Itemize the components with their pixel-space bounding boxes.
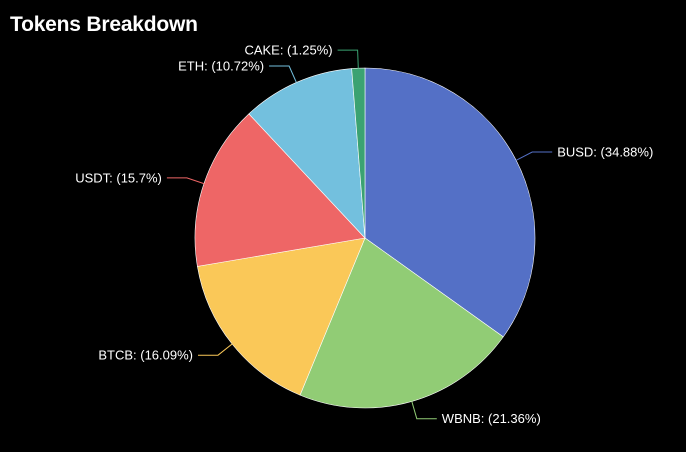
pie-labels: BUSD: (34.88%) WBNB: (21.36%) BTCB: (16.09… — [75, 43, 653, 427]
chart-title: Tokens Breakdown — [10, 13, 198, 36]
leader-line-usdt — [166, 177, 205, 185]
pie-slice-usdt[interactable] — [194, 113, 366, 267]
pie-slices — [194, 67, 536, 409]
leader-line-cake — [337, 49, 359, 69]
leader-line-btcb — [198, 343, 233, 356]
slice-label-eth: ETH: (10.72%) — [178, 59, 264, 74]
leader-line-wbnb — [411, 401, 437, 420]
pie-slice-busd[interactable] — [364, 67, 536, 338]
leader-line-eth — [269, 65, 297, 83]
pie-slice-cake[interactable] — [351, 67, 366, 239]
pie-slice-eth[interactable] — [248, 68, 366, 239]
pie-slice-wbnb[interactable] — [299, 237, 504, 409]
slice-label-busd: BUSD: (34.88%) — [557, 145, 653, 160]
slice-label-btcb: BTCB: (16.09%) — [98, 348, 193, 363]
slice-label-cake: CAKE: (1.25%) — [244, 43, 332, 58]
slice-label-wbnb: WBNB: (21.36%) — [442, 411, 541, 426]
slice-label-usdt: USDT: (15.7%) — [75, 170, 162, 185]
leader-line-busd — [515, 151, 553, 161]
